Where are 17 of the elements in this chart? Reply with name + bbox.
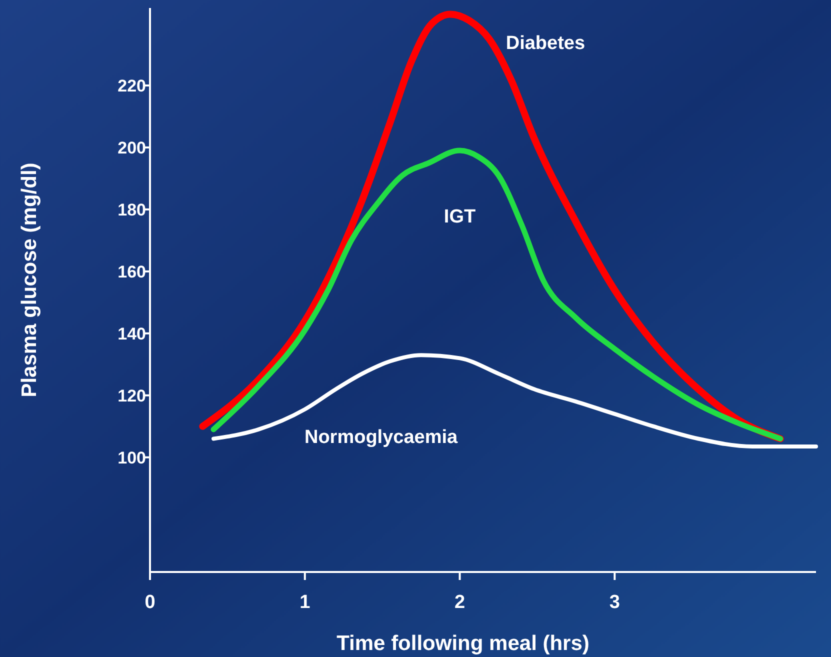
- series-label: IGT: [444, 206, 476, 228]
- y-tick-label: 180: [118, 200, 146, 220]
- y-tick-label: 160: [118, 262, 146, 282]
- y-tick-label: 140: [118, 324, 146, 344]
- x-tick-label: 2: [454, 592, 466, 613]
- y-tick-label: 100: [118, 448, 146, 468]
- x-axis-title: Time following meal (hrs): [336, 632, 590, 655]
- x-tick-label: 3: [609, 592, 620, 613]
- series-label: Normoglycaemia: [304, 427, 458, 448]
- y-tick-label: 200: [118, 138, 146, 158]
- x-tick-label: 1: [300, 592, 311, 613]
- x-tick-label: 0: [144, 592, 156, 613]
- y-axis-title: Plasma glucose (mg/dl): [18, 162, 41, 398]
- series-label: Diabetes: [506, 33, 586, 54]
- line-series: [212, 353, 818, 448]
- y-tick-label: 220: [118, 76, 146, 96]
- y-tick-label: 120: [118, 386, 146, 406]
